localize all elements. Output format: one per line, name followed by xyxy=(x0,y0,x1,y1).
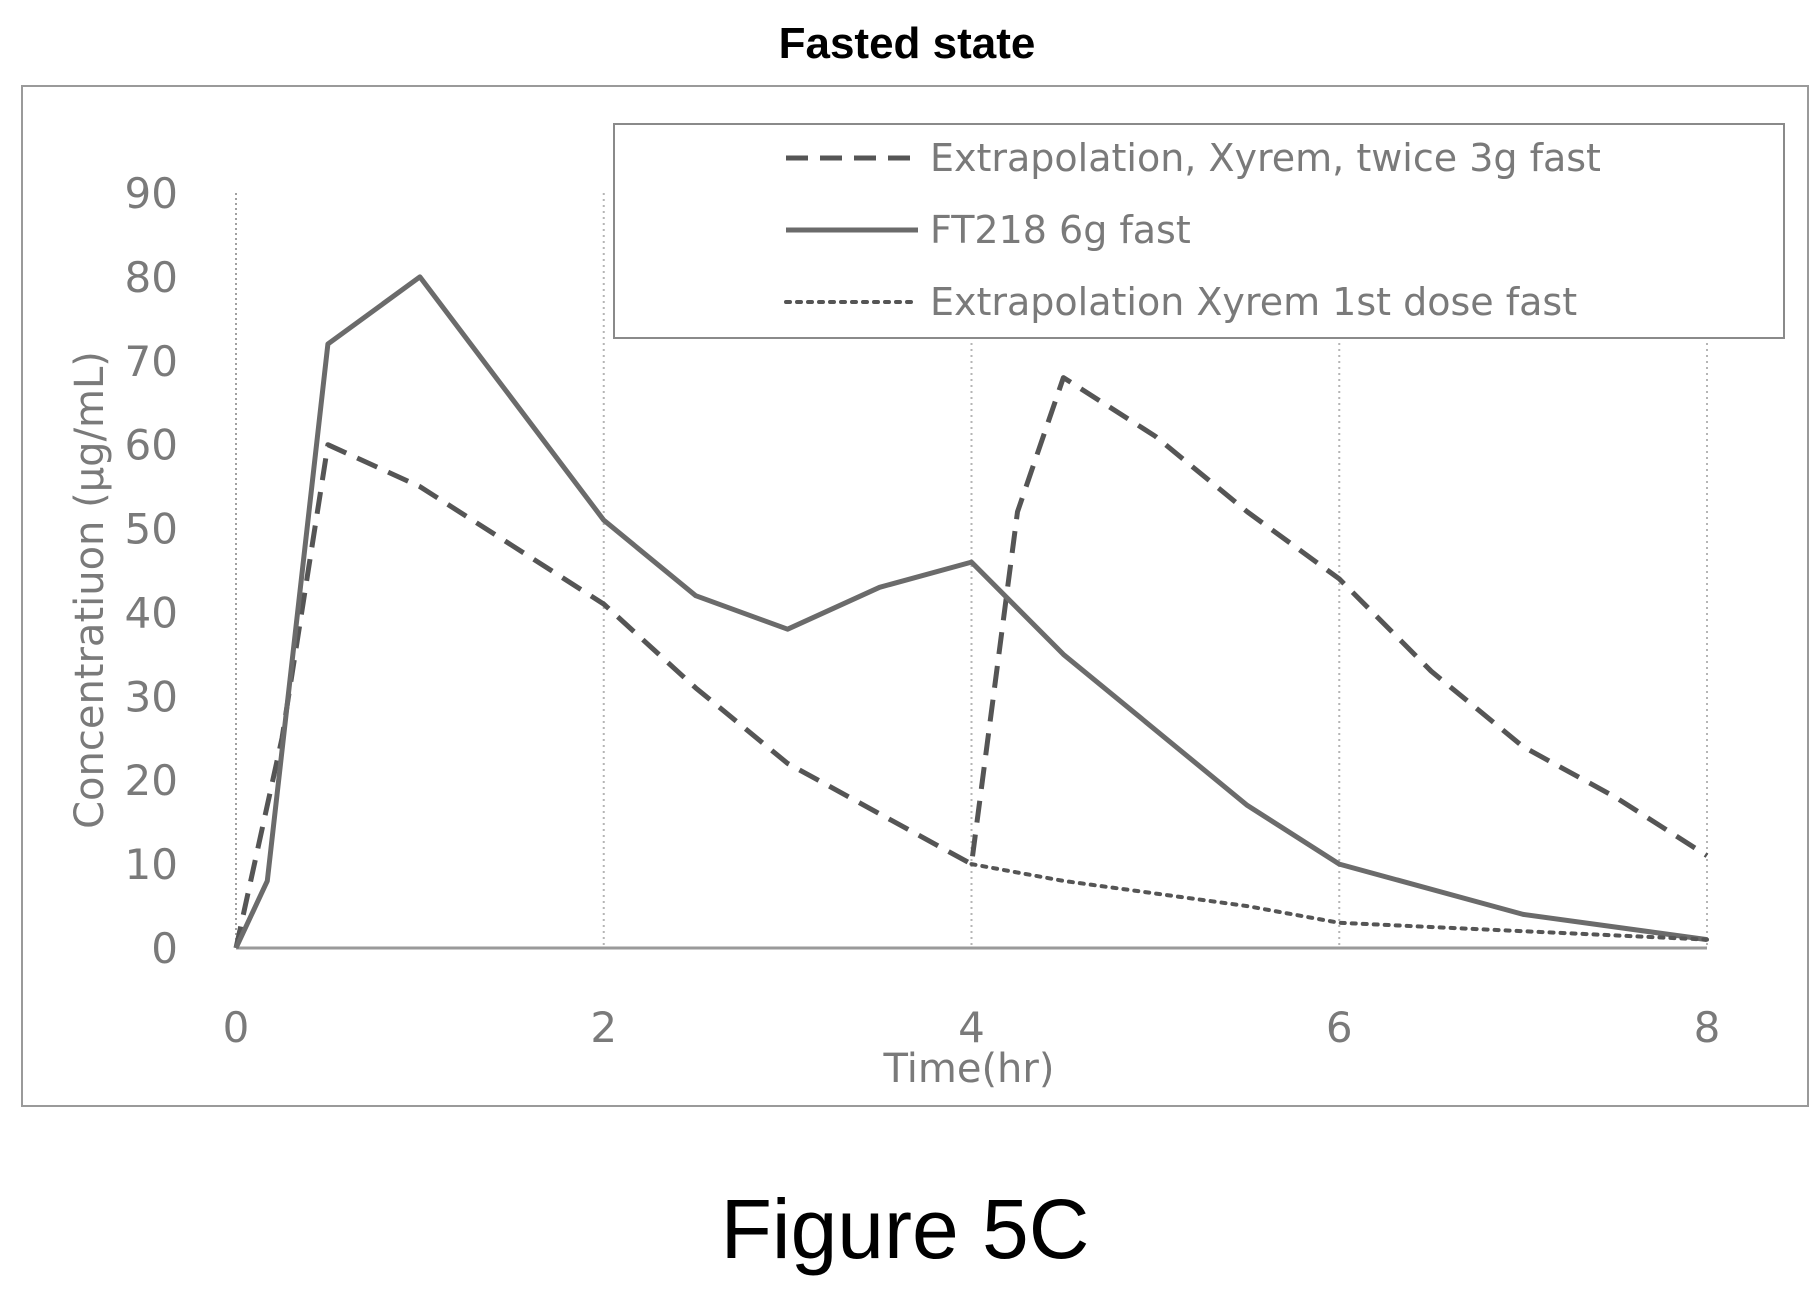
legend-label-1: FT218 6g fast xyxy=(930,208,1191,252)
x-tick-label-0: 0 xyxy=(223,1003,250,1052)
axes xyxy=(235,193,1707,950)
legend-label-2: Extrapolation Xyrem 1st dose fast xyxy=(930,280,1577,324)
legend: Extrapolation, Xyrem, twice 3g fast FT218… xyxy=(613,123,1785,339)
series-line-1 xyxy=(233,274,1708,950)
series-lines xyxy=(233,274,1709,950)
y-tick-label-5: 50 xyxy=(125,505,178,554)
y-tick-label-3: 30 xyxy=(125,672,178,721)
y-tick-label-7: 70 xyxy=(125,337,178,386)
x-tick-label-1: 2 xyxy=(590,1003,617,1052)
x-tick-label-2: 4 xyxy=(958,1003,985,1052)
y-tick-label-6: 60 xyxy=(125,421,178,470)
y-tick-label-1: 10 xyxy=(125,840,178,889)
y-tick-labels: 0 10 20 30 40 50 60 70 80 90 xyxy=(125,169,178,973)
chart-frame xyxy=(21,85,1809,1107)
y-tick-label-9: 90 xyxy=(125,169,178,218)
y-axis-label: Concentratiuon (µg/mL) xyxy=(67,351,113,829)
chart-title: Fasted state xyxy=(779,19,1036,68)
y-tick-label-8: 80 xyxy=(125,253,178,302)
x-axis-label: Time(hr) xyxy=(883,1046,1055,1092)
y-tick-label-2: 20 xyxy=(125,756,178,805)
legend-label-0: Extrapolation, Xyrem, twice 3g fast xyxy=(930,136,1601,180)
series-line-0 xyxy=(233,375,1709,949)
x-tick-label-4: 8 xyxy=(1694,1003,1721,1052)
y-tick-label-4: 40 xyxy=(125,588,178,637)
series-line-2 xyxy=(969,862,1709,942)
y-tick-label-0: 0 xyxy=(151,924,178,973)
x-tick-labels: 0 2 4 6 8 xyxy=(223,1003,1721,1052)
figure-caption: Figure 5C xyxy=(721,1182,1090,1276)
x-tick-label-3: 6 xyxy=(1326,1003,1353,1052)
